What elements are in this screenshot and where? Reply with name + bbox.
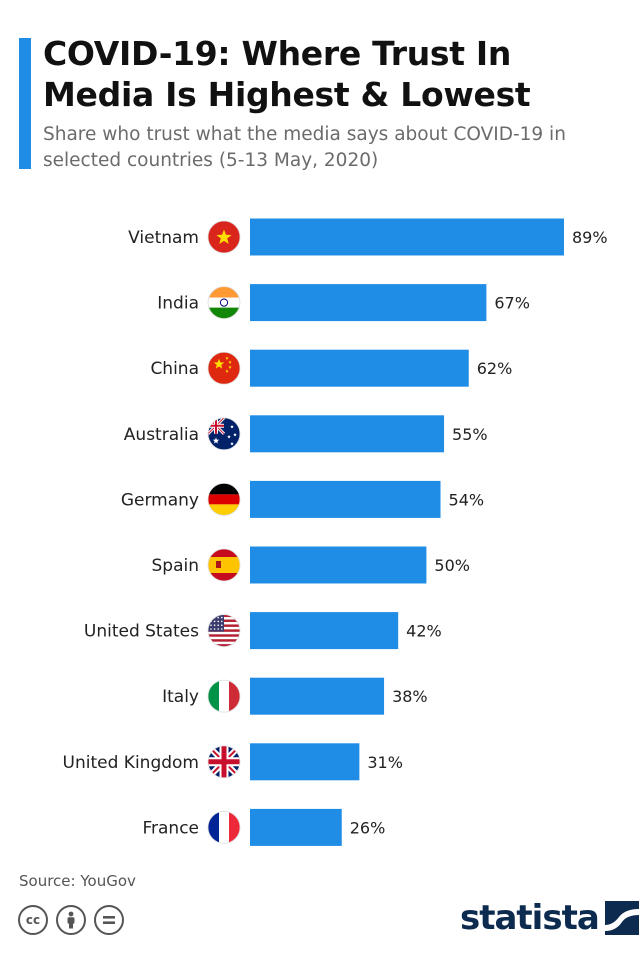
italy-flag-icon <box>207 679 241 713</box>
bar <box>250 480 441 518</box>
bar-label: United States <box>84 622 199 642</box>
vietnam-flag-icon <box>207 220 241 254</box>
bar <box>250 612 399 650</box>
page-subtitle: Share who trust what the media says abou… <box>43 124 566 171</box>
bar-value-label: 67% <box>494 294 530 313</box>
bar-label: India <box>157 294 199 314</box>
bar <box>250 546 427 584</box>
bar-label: Spain <box>152 556 200 576</box>
bar <box>250 808 342 846</box>
by-icon[interactable] <box>56 905 86 935</box>
bar-chart: Vietnam 89% India 67% China 62% Australia 55% Ge… <box>63 218 608 846</box>
page-title: COVID-19: Where Trust In Media Is Highes… <box>43 34 531 114</box>
bar-label: Germany <box>121 490 199 510</box>
bar <box>250 349 469 387</box>
bar-label: Australia <box>124 425 199 445</box>
bar <box>250 415 445 453</box>
bar <box>250 284 487 322</box>
spain-flag-icon <box>207 548 241 582</box>
bar-value-label: 31% <box>367 753 403 772</box>
statista-logo[interactable]: statista <box>460 898 639 938</box>
bar-value-label: 42% <box>406 622 442 641</box>
bar-value-label: 50% <box>434 556 470 575</box>
bar-label: United Kingdom <box>63 753 199 773</box>
license-icons: cc <box>18 905 124 935</box>
bar-label: Vietnam <box>128 228 199 248</box>
bar-value-label: 26% <box>350 818 386 837</box>
bar-value-label: 38% <box>392 687 428 706</box>
bar-value-label: 55% <box>452 425 488 444</box>
bar-label: China <box>150 359 199 379</box>
india-flag-icon <box>207 286 241 319</box>
bar-label: France <box>142 818 199 838</box>
bar-value-label: 54% <box>449 490 485 509</box>
accent-bar <box>19 38 31 169</box>
united-states-flag-icon <box>207 614 241 648</box>
bar-value-label: 62% <box>477 359 513 378</box>
china-flag-icon <box>207 351 241 385</box>
germany-flag-icon <box>207 482 241 516</box>
bar-value-label: 89% <box>572 228 608 247</box>
bar <box>250 743 360 781</box>
nd-icon[interactable] <box>94 905 124 935</box>
united-kingdom-flag-icon <box>207 745 241 779</box>
bar-label: Italy <box>162 687 199 707</box>
australia-flag-icon <box>207 417 241 451</box>
bar <box>250 677 385 715</box>
source-note: Source: YouGov <box>19 872 136 890</box>
cc-icon[interactable]: cc <box>18 905 48 935</box>
bar <box>250 218 564 256</box>
statista-logo-icon <box>604 901 639 935</box>
brand-name: statista <box>460 898 600 938</box>
france-flag-icon <box>207 811 241 844</box>
